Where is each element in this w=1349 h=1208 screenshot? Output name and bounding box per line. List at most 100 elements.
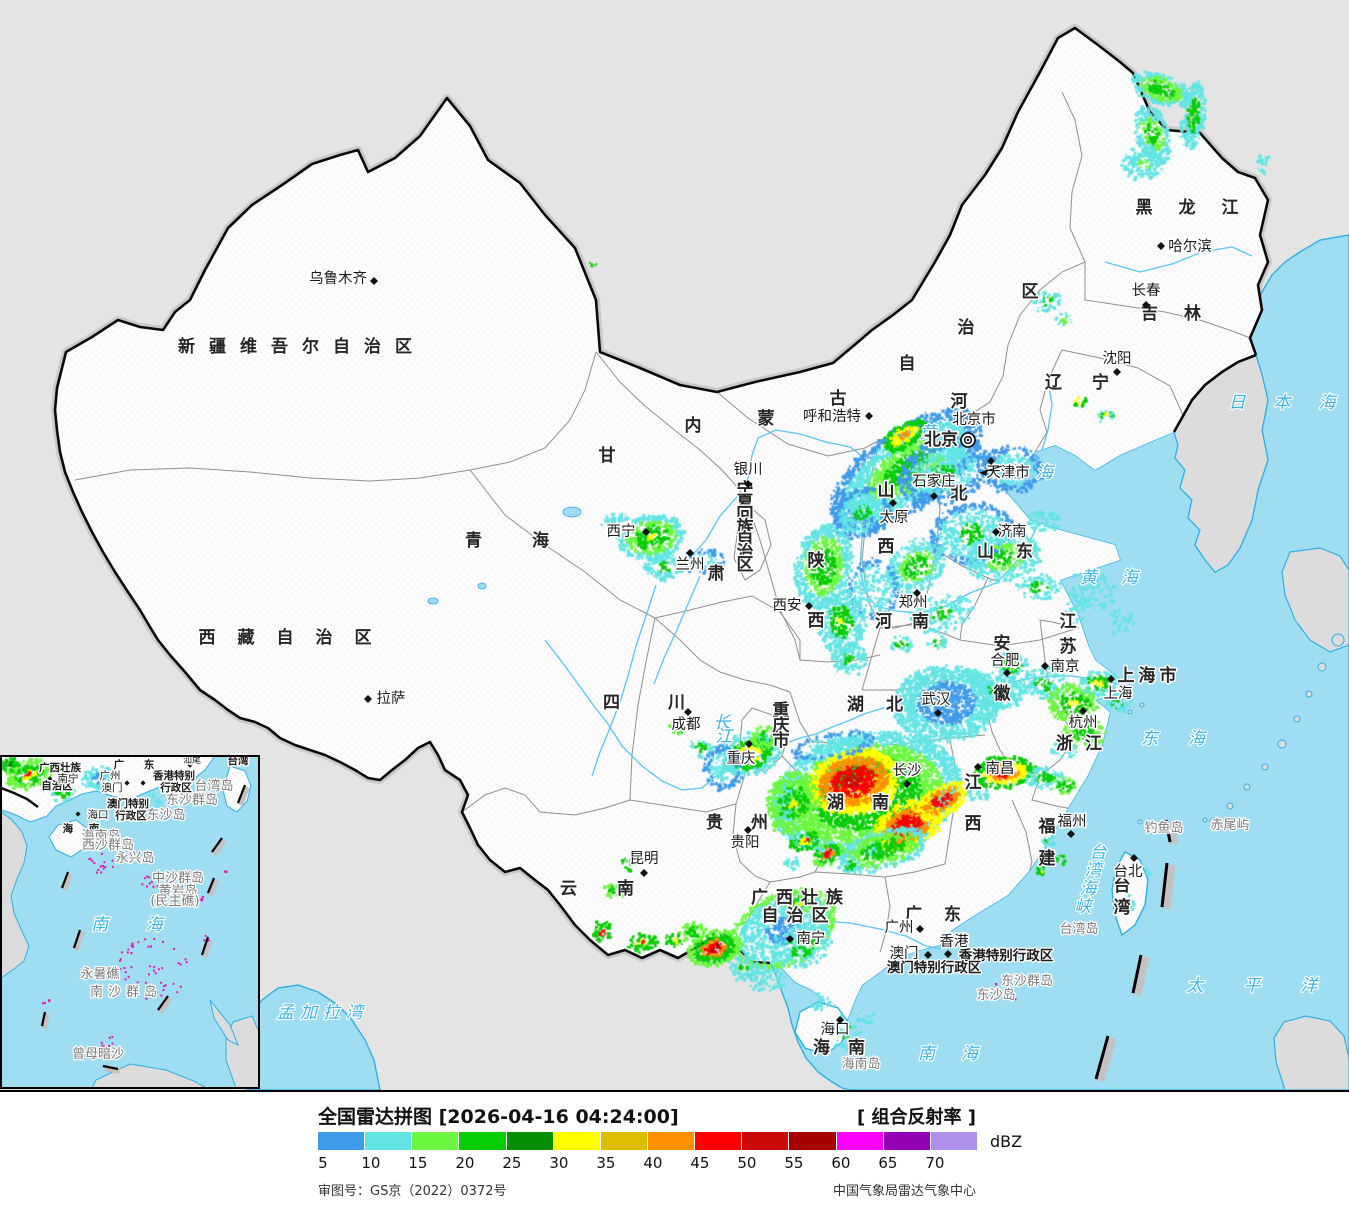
reef-mark bbox=[147, 876, 150, 879]
reef-mark bbox=[204, 934, 207, 937]
reef-mark bbox=[155, 991, 158, 994]
legend-tick-label: 35 bbox=[596, 1154, 616, 1172]
reef-mark bbox=[124, 978, 127, 981]
legend-color-cell bbox=[365, 1132, 412, 1150]
city-label: 杭州 bbox=[1069, 714, 1098, 731]
capital-admin-label: 北京市 bbox=[952, 411, 996, 428]
city-marker bbox=[1142, 301, 1150, 309]
reef-mark bbox=[185, 961, 188, 964]
sea-label: 长 bbox=[714, 713, 732, 733]
inset-label: 广西壮族 bbox=[39, 761, 81, 774]
reef-mark bbox=[127, 852, 130, 855]
city-marker bbox=[865, 412, 873, 420]
colorbar-unit: dBZ bbox=[990, 1132, 1023, 1151]
city-label: 重庆 bbox=[727, 750, 756, 767]
reef-mark bbox=[93, 862, 96, 865]
province-label: 广西壮族 bbox=[751, 887, 851, 908]
sea-label: 黄 bbox=[920, 423, 939, 443]
reef-mark bbox=[96, 871, 99, 874]
reef-mark bbox=[127, 975, 130, 978]
city-marker bbox=[364, 695, 372, 703]
product-title: 全国雷达拼图 [2026-04-16 04:24:00] bbox=[318, 1106, 679, 1128]
province-label: 河北 bbox=[951, 392, 968, 504]
data-source-credit: 中国气象局雷达气象中心 bbox=[832, 1184, 976, 1199]
reef-mark bbox=[121, 951, 124, 954]
city-marker bbox=[930, 492, 938, 500]
inset-label: 行政区 bbox=[159, 781, 192, 794]
radar-echo-layer bbox=[0, 0, 1349, 1092]
inset-label: 东沙群岛 bbox=[166, 792, 218, 808]
province-label: 四川 bbox=[603, 693, 733, 713]
city-marker bbox=[1107, 675, 1115, 683]
sar-label: 香港特别行政区 bbox=[958, 947, 1054, 964]
legend-color-cell bbox=[883, 1132, 930, 1150]
reef-mark bbox=[126, 951, 129, 954]
reef-mark bbox=[147, 973, 150, 976]
colorbar bbox=[318, 1132, 977, 1150]
city-marker bbox=[1041, 662, 1049, 670]
province-label: 云南 bbox=[560, 878, 674, 899]
reef-mark bbox=[163, 985, 166, 988]
legend-color-cell bbox=[459, 1132, 506, 1150]
inset-label: 行政区 bbox=[114, 809, 147, 822]
city-label: 呼和浩特 bbox=[803, 408, 861, 425]
inset-label: 广 东 bbox=[114, 758, 163, 771]
reef-mark bbox=[88, 858, 91, 861]
city-marker bbox=[974, 763, 982, 771]
reef-mark bbox=[160, 994, 163, 997]
legend-color-cell bbox=[412, 1132, 459, 1150]
sea-label: 黄海 bbox=[1080, 568, 1162, 588]
city-label: 兰州 bbox=[676, 556, 705, 573]
reef-mark bbox=[136, 981, 139, 984]
island-label: 海南岛 bbox=[841, 1056, 880, 1072]
island-label: 东沙岛 bbox=[976, 987, 1015, 1003]
province-label: 肃 bbox=[708, 564, 725, 584]
legend-color-cell bbox=[600, 1132, 647, 1150]
boundary-dash-shadow bbox=[1132, 956, 1150, 996]
inset-dash-shadow bbox=[61, 872, 73, 892]
province-label: 治 bbox=[958, 317, 975, 338]
province-label: 自 bbox=[899, 353, 916, 374]
province-label: 海南 bbox=[813, 1037, 883, 1058]
reef-mark bbox=[156, 885, 159, 888]
reef-mark bbox=[147, 945, 150, 948]
reef-mark bbox=[111, 1042, 114, 1045]
legend-color-cell bbox=[318, 1132, 365, 1150]
legend-color-cell bbox=[742, 1132, 789, 1150]
province-label: 湖北 bbox=[847, 695, 925, 715]
province-label: 重庆市 bbox=[773, 700, 790, 751]
province-label: 台湾 bbox=[1114, 875, 1131, 918]
boundary-dash-shadow bbox=[1161, 864, 1176, 910]
city-label: 哈尔滨 bbox=[1168, 238, 1212, 255]
reef-mark bbox=[1011, 976, 1014, 979]
reef-mark bbox=[44, 1002, 47, 1005]
sea-label: 南海 bbox=[918, 1044, 1004, 1064]
city-marker bbox=[944, 950, 952, 958]
inset-label: 曾母暗沙 bbox=[72, 1047, 124, 1062]
reef-mark bbox=[153, 969, 156, 972]
leader-arrow bbox=[980, 469, 988, 476]
city-marker bbox=[903, 780, 911, 788]
city-marker bbox=[1067, 830, 1075, 838]
province-label: 陕西 bbox=[808, 550, 825, 631]
legend-tick-label: 5 bbox=[318, 1154, 328, 1172]
legend-color-cell bbox=[553, 1132, 600, 1150]
city-label: 香港 bbox=[940, 933, 969, 950]
inset-label: 香港特别 bbox=[152, 769, 195, 782]
reef-mark bbox=[111, 859, 114, 862]
province-label: 甘 bbox=[599, 445, 616, 466]
reef-mark bbox=[100, 871, 103, 874]
inset-label: 广州 bbox=[100, 770, 121, 782]
province-label: 浙江 bbox=[1056, 733, 1114, 754]
city-marker bbox=[684, 708, 692, 716]
inset-boundary-dash bbox=[72, 929, 82, 949]
province-label: 辽宁 bbox=[1045, 372, 1139, 393]
inset-label: 台湾岛 bbox=[194, 778, 233, 794]
reef-mark bbox=[149, 945, 152, 948]
legend-color-cell bbox=[930, 1132, 977, 1150]
city-label: 银川 bbox=[734, 461, 763, 478]
inset-boundary-dash bbox=[236, 784, 247, 804]
inset-border bbox=[0, 755, 260, 1089]
province-label: 上海市 bbox=[1118, 665, 1181, 686]
